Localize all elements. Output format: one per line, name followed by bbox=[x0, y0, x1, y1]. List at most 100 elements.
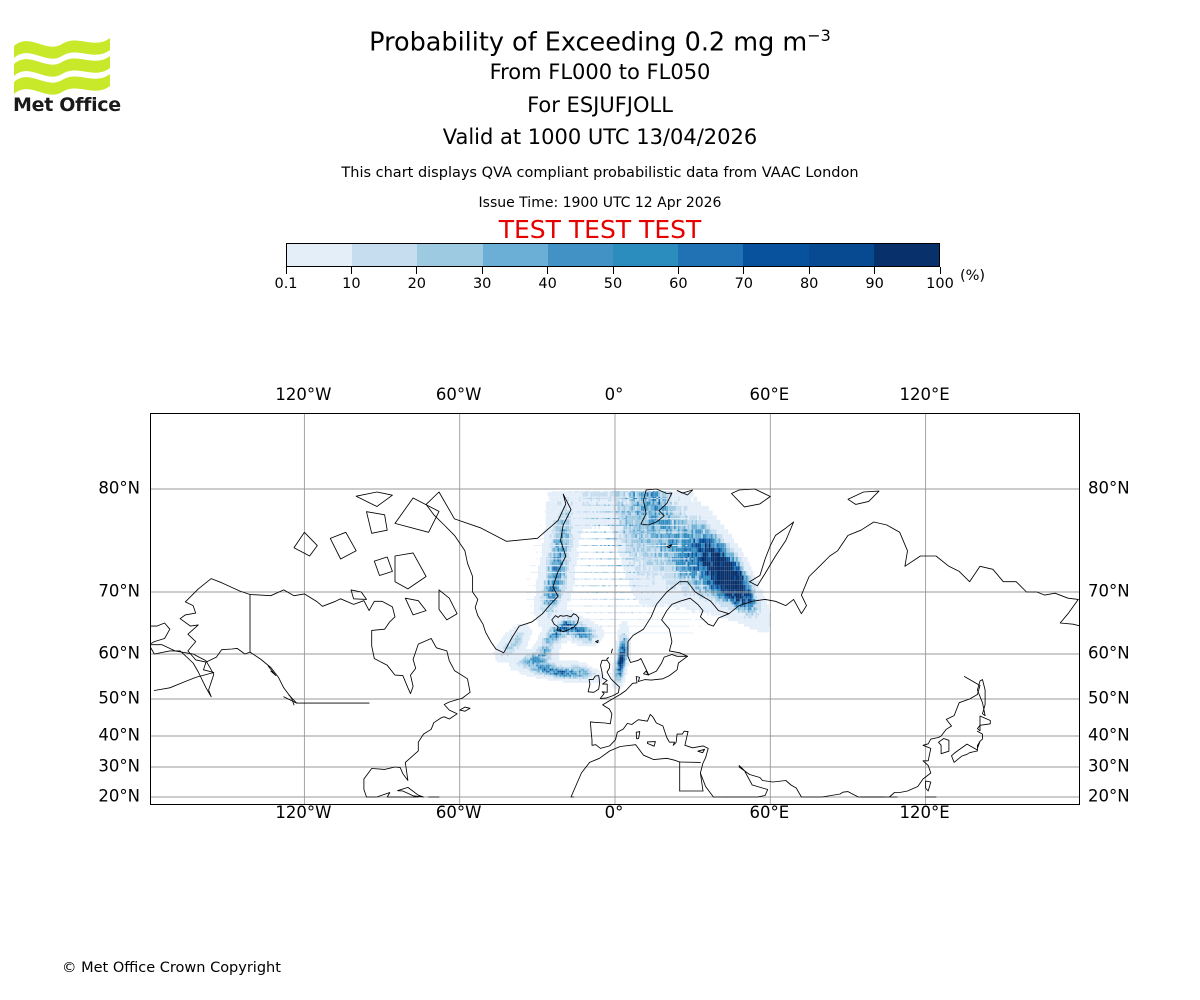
plume-cell bbox=[701, 585, 703, 587]
plume-cell bbox=[545, 558, 548, 560]
plume-cell bbox=[747, 566, 750, 571]
plume-cell bbox=[637, 518, 639, 520]
plume-cell bbox=[584, 664, 587, 667]
plume-cell bbox=[635, 584, 637, 590]
plume-cell bbox=[605, 498, 608, 499]
plume-cell bbox=[574, 547, 577, 553]
plume-cell bbox=[602, 518, 604, 520]
plume-cell bbox=[539, 607, 542, 610]
plume-cell bbox=[695, 589, 698, 594]
plume-cell bbox=[574, 660, 577, 663]
plume-cell bbox=[712, 604, 715, 608]
plume-cell bbox=[576, 664, 579, 667]
plume-cell bbox=[605, 531, 608, 533]
plume-cell bbox=[730, 566, 733, 571]
plume-cell bbox=[512, 662, 515, 665]
plume-cell bbox=[664, 580, 667, 585]
plume-cell bbox=[644, 519, 647, 525]
plume-cell bbox=[668, 491, 670, 493]
plume-cell bbox=[668, 575, 670, 581]
plume-cell bbox=[623, 658, 626, 661]
plume-cell bbox=[699, 570, 701, 576]
plume-cell bbox=[508, 656, 511, 659]
plume-cell bbox=[609, 585, 612, 587]
plume-cell bbox=[574, 538, 577, 540]
plume-cell bbox=[501, 658, 503, 661]
plume-cell bbox=[706, 506, 709, 511]
plume-cell bbox=[567, 676, 569, 679]
plume-cell bbox=[767, 629, 769, 633]
plume-cell bbox=[534, 596, 536, 599]
plume-cell bbox=[635, 551, 637, 553]
plume-cell bbox=[691, 558, 694, 560]
plume-cell bbox=[699, 515, 701, 520]
plume-cell bbox=[576, 545, 579, 546]
plume-cell bbox=[588, 672, 591, 675]
plume-cell bbox=[699, 510, 701, 516]
plume-cell bbox=[567, 561, 569, 567]
plume-cell bbox=[557, 552, 560, 557]
plume-cell bbox=[660, 558, 663, 560]
plume-cell bbox=[508, 629, 511, 633]
plume-cell bbox=[685, 598, 688, 602]
plume-cell bbox=[549, 615, 552, 619]
plume-cell bbox=[541, 629, 544, 633]
plume-cell bbox=[547, 545, 550, 546]
plume-cell bbox=[526, 674, 529, 677]
plume-cell bbox=[625, 643, 628, 647]
plume-cell bbox=[722, 543, 725, 548]
plume-cell bbox=[650, 519, 653, 525]
plume-cell bbox=[625, 664, 628, 667]
plume-cell bbox=[755, 596, 758, 599]
plume-cell bbox=[557, 519, 560, 525]
plume-cell bbox=[673, 593, 676, 596]
plume-cell bbox=[611, 518, 614, 520]
plume-cell bbox=[629, 545, 632, 546]
plume-cell bbox=[644, 598, 647, 602]
plume-cell bbox=[553, 566, 556, 571]
plume-cell bbox=[522, 662, 525, 665]
plume-cell bbox=[640, 601, 643, 605]
plume-cell bbox=[693, 506, 696, 511]
plume-cell bbox=[549, 584, 552, 590]
plume-cell bbox=[625, 551, 628, 553]
plume-cell bbox=[695, 538, 698, 543]
title-block: Probability of Exceeding 0.2 mg m−3 From… bbox=[0, 0, 1200, 243]
plume-cell bbox=[631, 552, 634, 557]
plume-cell bbox=[534, 649, 536, 652]
plume-cell bbox=[572, 668, 575, 671]
plume-cell bbox=[656, 504, 659, 506]
plume-cell bbox=[588, 518, 591, 520]
plume-cell bbox=[685, 538, 688, 540]
plume-cell bbox=[563, 680, 566, 683]
plume-cell bbox=[642, 491, 645, 493]
plume-cell bbox=[629, 570, 632, 576]
plume-cell bbox=[571, 511, 573, 513]
plume-cell bbox=[582, 632, 585, 636]
plume-cell bbox=[578, 680, 581, 683]
plume-cell bbox=[635, 547, 637, 553]
plume-cell bbox=[644, 504, 647, 506]
plume-cell bbox=[704, 589, 707, 594]
plume-cell bbox=[654, 580, 657, 585]
plume-cell bbox=[547, 626, 550, 630]
plume-cell bbox=[549, 510, 552, 516]
plume-cell bbox=[582, 510, 585, 516]
plume-cell bbox=[706, 601, 709, 605]
plume-cell bbox=[646, 601, 649, 605]
plume-cell bbox=[590, 635, 593, 638]
plume-cell bbox=[526, 629, 529, 633]
plume-cell bbox=[508, 662, 511, 665]
plume-cell bbox=[666, 558, 668, 560]
plume-cell bbox=[656, 498, 659, 499]
plume-cell bbox=[592, 640, 595, 644]
plume-cell bbox=[629, 501, 632, 506]
plume-cell bbox=[576, 551, 579, 553]
plume-cell bbox=[559, 558, 562, 560]
plume-cell bbox=[675, 558, 678, 560]
plume-cell bbox=[701, 570, 703, 576]
plume-cell bbox=[532, 585, 535, 587]
plume-cell bbox=[753, 584, 756, 590]
plume-cell bbox=[681, 570, 684, 576]
plume-cell bbox=[668, 511, 670, 513]
